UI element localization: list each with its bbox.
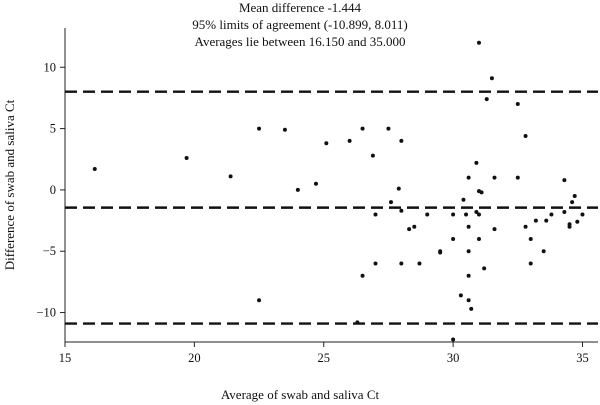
data-point [324,141,329,146]
data-point [360,126,365,131]
data-point [515,175,520,180]
data-point [389,200,394,205]
data-point [515,102,520,107]
data-point [466,175,471,180]
data-point [562,209,567,214]
data-point [451,212,456,217]
data-point [184,156,189,161]
y-axis-label: Difference of swab and saliva Ct [2,99,17,270]
x-tick-label: 25 [317,351,330,365]
data-point [466,273,471,278]
data-point [425,212,430,217]
data-point [528,261,533,266]
data-point [575,219,580,224]
data-point [523,133,528,138]
data-point [399,208,404,213]
data-point [438,250,443,255]
data-point [360,273,365,278]
y-axis-ticks: 10 5 0 −5 −10 [36,60,65,320]
data-point [417,261,422,266]
data-point [523,224,528,229]
data-point [466,249,471,254]
data-point [386,126,391,131]
data-point [399,138,404,143]
data-point [464,212,469,217]
x-tick-label: 35 [576,351,589,365]
data-point [373,212,378,217]
x-tick-label: 30 [447,351,460,365]
x-tick-label: 15 [59,351,72,365]
data-point [466,298,471,303]
data-point [257,298,262,303]
data-point [355,320,360,325]
y-tick-label: −10 [36,306,56,320]
reference-lines [65,90,598,325]
data-point [466,224,471,229]
data-point [562,178,567,183]
data-point [484,97,489,102]
data-point [533,218,538,223]
data-point [370,153,375,158]
data-point [549,212,554,217]
data-point [474,160,479,165]
x-axis-label: Average of swab and saliva Ct [221,387,380,402]
data-point [492,175,497,180]
data-point [407,227,412,232]
chart-title-block: Mean difference -1.444 95% limits of agr… [192,0,407,49]
y-tick-label: 0 [50,183,56,197]
data-point [373,261,378,266]
data-point [476,212,481,217]
data-point [451,337,456,342]
data-points [92,40,585,342]
data-point [396,186,401,191]
data-point [451,236,456,241]
data-point [228,174,233,179]
data-point [572,194,577,199]
data-point [479,190,484,195]
data-point [476,40,481,45]
data-point [528,236,533,241]
data-point [458,293,463,298]
data-point [474,209,479,214]
y-tick-label: 10 [44,60,57,74]
data-point [313,181,318,186]
data-point [544,218,549,223]
title-line-1: Mean difference -1.444 [239,0,362,15]
plot-frame [64,28,598,343]
data-point [347,138,352,143]
data-point [469,306,474,311]
data-point [92,167,97,172]
data-point [476,236,481,241]
data-point [412,224,417,229]
title-line-2: 95% limits of agreement (-10.899, 8.011) [192,17,407,32]
data-point [580,212,585,217]
data-point [541,249,546,254]
data-point [570,200,575,205]
data-point [295,187,300,192]
data-point [489,76,494,81]
data-point [257,126,262,131]
data-point [399,261,404,266]
x-axis-ticks: 15 20 25 30 35 [59,342,589,365]
x-tick-label: 20 [188,351,201,365]
data-point [461,197,466,202]
data-point [282,127,287,132]
y-tick-label: 5 [50,122,56,136]
data-point [567,224,572,229]
y-tick-label: −5 [43,244,56,258]
data-point [482,266,487,271]
title-line-3: Averages lie between 16.150 and 35.000 [195,34,406,49]
data-point [492,227,497,232]
